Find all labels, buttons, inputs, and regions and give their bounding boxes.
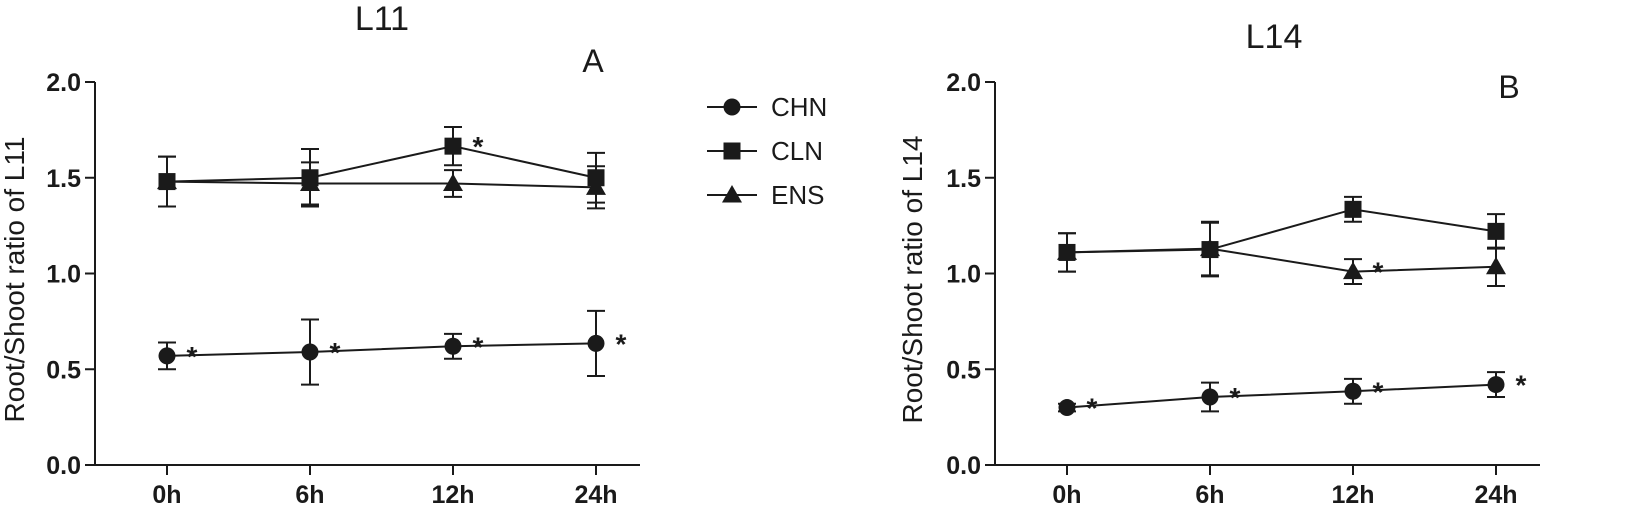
legend-label: CLN	[771, 136, 823, 166]
x-tick-label: 24h	[574, 481, 617, 509]
chart-panel-l11: L11 A 0.0 0.5 1.0 1.5 2.0 Root/Shoot ratio of L…	[0, 0, 640, 509]
data-point	[1344, 200, 1362, 218]
chart-title: L14	[1246, 18, 1303, 56]
legend-entry-chn: CHN	[707, 92, 827, 122]
data-point	[444, 337, 462, 355]
y-tick-label: 0.0	[46, 452, 81, 480]
data-point	[1201, 388, 1219, 406]
y-axis-label: Root/Shoot ratio of L14	[897, 136, 928, 424]
legend: CHN CLN ENS	[707, 92, 827, 210]
y-tick-label: 1.5	[46, 165, 81, 193]
data-point	[443, 173, 463, 191]
data-point	[157, 171, 177, 190]
significance-star: *	[1373, 376, 1384, 407]
significance-star: *	[330, 337, 341, 368]
series-chn: * * * *	[1058, 370, 1527, 424]
legend-entry-cln: CLN	[707, 136, 823, 166]
series-line	[1066, 208, 1497, 254]
y-tick-label: 2.0	[46, 69, 81, 97]
x-tick-label: 6h	[295, 481, 324, 509]
significance-star: *	[473, 131, 484, 162]
legend-label: CHN	[771, 92, 827, 122]
data-point	[158, 347, 176, 365]
data-point	[301, 343, 319, 361]
y-tick-label: 2.0	[946, 69, 981, 97]
data-point	[1058, 399, 1076, 417]
chart-title: L11	[355, 0, 409, 38]
x-tick-label: 0h	[1052, 481, 1081, 509]
data-point	[1487, 222, 1505, 240]
data-point	[1200, 238, 1220, 257]
legend-marker	[723, 98, 741, 116]
y-tick-label: 0.0	[946, 452, 981, 480]
legend-marker	[723, 142, 741, 160]
data-point	[444, 137, 462, 155]
y-tick-label: 0.5	[946, 356, 981, 384]
data-point	[1344, 382, 1362, 400]
series-chn: * * * *	[158, 309, 627, 386]
data-point	[1343, 261, 1363, 280]
series-line	[166, 180, 597, 189]
significance-star: *	[1230, 382, 1241, 413]
y-tick-label: 1.0	[46, 261, 81, 289]
series-ens	[157, 155, 606, 210]
series-cln: *	[158, 126, 605, 208]
data-point	[1486, 256, 1506, 275]
series-line	[1066, 383, 1497, 409]
data-point	[586, 177, 606, 195]
legend-entry-ens: ENS	[707, 180, 824, 210]
series-line	[166, 342, 597, 357]
panel-letter: A	[582, 43, 604, 79]
data-point	[587, 334, 605, 352]
significance-star: *	[1516, 370, 1527, 401]
data-point	[300, 173, 320, 191]
x-tick-label: 0h	[152, 481, 181, 509]
panel-letter: B	[1498, 69, 1519, 105]
y-tick-label: 0.5	[46, 356, 81, 384]
significance-star: *	[1087, 393, 1098, 424]
series-ens: *	[1057, 220, 1506, 288]
y-axis-label: Root/Shoot ratio of L11	[0, 137, 30, 423]
y-tick-label: 1.5	[946, 165, 981, 193]
legend-label: ENS	[771, 180, 824, 210]
y-tick-label: 1.0	[946, 261, 981, 289]
series-line	[166, 145, 597, 183]
significance-star: *	[1373, 257, 1384, 288]
x-tick-label: 12h	[1331, 481, 1374, 509]
data-point	[1057, 242, 1077, 260]
x-tick-label: 24h	[1474, 481, 1517, 509]
significance-star: *	[616, 328, 627, 359]
data-point	[1487, 376, 1505, 394]
x-tick-label: 6h	[1195, 481, 1224, 509]
chart-panel-l14: L14 B 0.0 0.5 1.0 1.5 2.0 Root/Shoot ratio of L…	[897, 18, 1540, 509]
significance-star: *	[187, 341, 198, 372]
legend-marker	[722, 185, 742, 203]
series-cln	[1058, 195, 1505, 278]
x-tick-label: 12h	[431, 481, 474, 509]
significance-star: *	[473, 331, 484, 362]
series-line	[1066, 247, 1497, 273]
